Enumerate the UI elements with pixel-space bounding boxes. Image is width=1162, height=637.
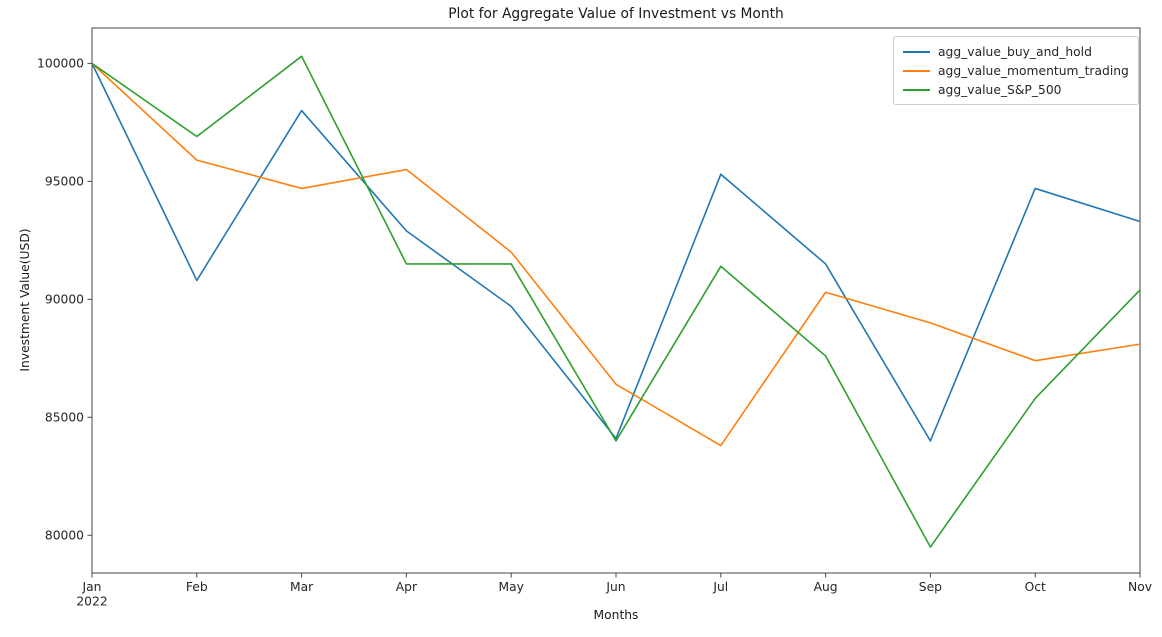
x-tick-label: Aug bbox=[814, 580, 838, 594]
chart-title: Plot for Aggregate Value of Investment v… bbox=[448, 6, 784, 22]
legend-line-swatch bbox=[903, 69, 930, 72]
x-axis-label: Months bbox=[593, 608, 639, 622]
legend-label: agg_value_buy_and_hold bbox=[938, 44, 1092, 59]
x-tick-label: Jul bbox=[712, 580, 728, 594]
series-line-agg-value-s-p-500 bbox=[91, 55, 1141, 548]
legend-line-swatch bbox=[903, 50, 930, 53]
y-tick-label: 90000 bbox=[45, 293, 84, 307]
y-axis-label: Investment Value(USD) bbox=[18, 228, 32, 372]
x-tick-label: Jan 2022 bbox=[76, 580, 107, 609]
axes-spines bbox=[91, 27, 1141, 574]
x-tick-label: Sep bbox=[919, 580, 942, 594]
y-tick-label: 85000 bbox=[45, 410, 84, 424]
y-tick-label: 80000 bbox=[45, 528, 84, 542]
y-tick-label: 100000 bbox=[37, 57, 84, 71]
legend-label: agg_value_momentum_trading bbox=[938, 63, 1129, 78]
x-tick-label: Oct bbox=[1025, 580, 1046, 594]
series-line-agg-value-buy-and-hold bbox=[91, 63, 1141, 442]
x-tick-label: Feb bbox=[186, 580, 208, 594]
x-tick-label: Jun bbox=[605, 580, 625, 594]
legend-item: agg_value_buy_and_hold bbox=[903, 42, 1129, 61]
legend-label: agg_value_S&P_500 bbox=[938, 82, 1062, 97]
legend-line-swatch bbox=[903, 88, 930, 91]
x-tick-label: Mar bbox=[290, 580, 314, 594]
x-tick-label: May bbox=[498, 580, 523, 594]
series-line-agg-value-momentum-trading bbox=[91, 62, 1141, 447]
legend: agg_value_buy_and_hold agg_value_momentum… bbox=[893, 36, 1139, 105]
legend-item: agg_value_momentum_trading bbox=[903, 61, 1129, 80]
legend-item: agg_value_S&P_500 bbox=[903, 80, 1129, 99]
y-tick-label: 95000 bbox=[45, 175, 84, 189]
x-tick-label: Nov bbox=[1128, 580, 1152, 594]
x-tick-label: Apr bbox=[396, 580, 418, 594]
